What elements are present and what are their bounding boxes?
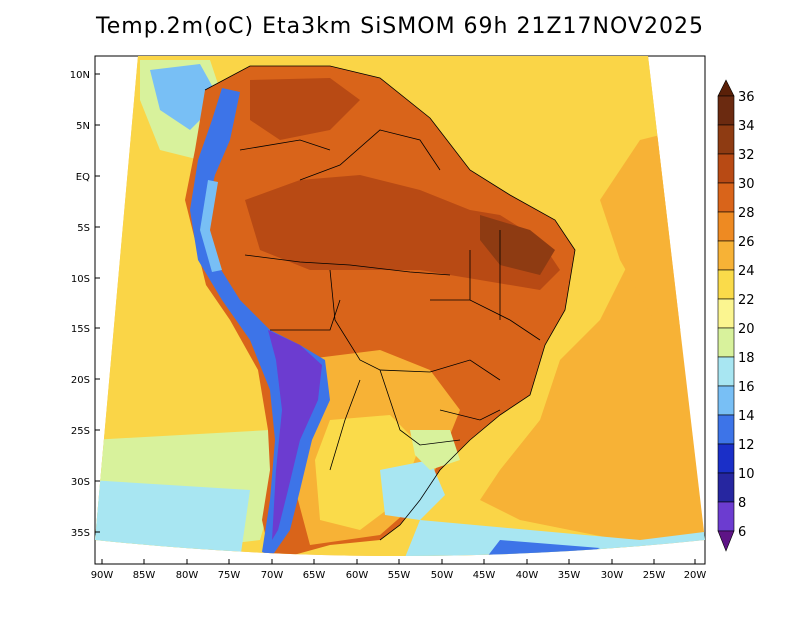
lon-tick-label: 45W xyxy=(473,570,496,581)
colorbar-swatch xyxy=(717,385,735,416)
colorbar-label: 6 xyxy=(738,525,746,540)
lat-tick-label: 30S xyxy=(71,477,90,488)
southern-highlands-cool-region xyxy=(410,430,460,470)
lat-tick-label: 5N xyxy=(76,121,90,132)
lat-tick-label: 35S xyxy=(71,528,90,539)
lat-tick-label: 25S xyxy=(71,426,90,437)
colorbar-swatch xyxy=(717,356,735,387)
lat-tick-label: 5S xyxy=(77,223,90,234)
colorbar-swatch xyxy=(717,95,735,126)
colorbar-swatch xyxy=(717,124,735,155)
colorbar-label: 30 xyxy=(738,177,755,192)
colorbar-min-arrow xyxy=(717,530,735,552)
lon-tick-label: 55W xyxy=(388,570,411,581)
rio-grande-cool-region xyxy=(380,460,445,520)
colorbar-label: 18 xyxy=(738,351,755,366)
colorbar-label: 32 xyxy=(738,148,755,163)
lon-tick-label: 85W xyxy=(133,570,156,581)
colorbar-swatch xyxy=(717,414,735,445)
colorbar-swatch xyxy=(717,472,735,503)
lon-tick-label: 35W xyxy=(558,570,581,581)
colorbar-swatch xyxy=(717,211,735,242)
amazon-hot-region xyxy=(245,175,560,290)
longitude-axis: 90W 85W 80W 75W 70W 65W 60W 55W 50W 45W … xyxy=(91,559,707,581)
colorbar-label: 26 xyxy=(738,235,755,250)
lon-tick-label: 75W xyxy=(218,570,241,581)
lon-tick-label: 50W xyxy=(431,570,454,581)
lat-tick-label: 15S xyxy=(71,324,90,335)
venezuela-hot-region xyxy=(250,78,360,140)
colorbar-label: 10 xyxy=(738,467,755,482)
map-domain xyxy=(95,56,705,556)
lon-tick-label: 60W xyxy=(346,570,369,581)
colorbar-label: 36 xyxy=(738,90,755,105)
lon-tick-label: 65W xyxy=(303,570,326,581)
andes-north-slope xyxy=(200,180,222,272)
lon-tick-label: 90W xyxy=(91,570,114,581)
lat-tick-label: 10S xyxy=(71,274,90,285)
colorbar-swatch xyxy=(717,443,735,474)
colorbar-label: 24 xyxy=(738,264,755,279)
colorbar-label: 8 xyxy=(738,496,746,511)
lon-tick-label: 40W xyxy=(516,570,539,581)
colorbar-swatch xyxy=(717,182,735,213)
colorbar-max-arrow xyxy=(717,79,735,97)
colorbar-label: 34 xyxy=(738,119,755,134)
lon-tick-label: 70W xyxy=(261,570,284,581)
map-title: Temp.2m(oC) Eta3km SiSMOM 69h 21Z17NOV20… xyxy=(96,14,704,39)
colorbar-swatch xyxy=(717,501,735,532)
colorbar-swatch xyxy=(717,327,735,358)
colorbar-label: 28 xyxy=(738,206,755,221)
colorbar-label: 16 xyxy=(738,380,755,395)
colorbar-swatch xyxy=(717,298,735,329)
lon-tick-label: 80W xyxy=(176,570,199,581)
colorbar-swatch xyxy=(717,240,735,271)
northeast-very-hot-region xyxy=(480,215,555,275)
lat-tick-label: 10N xyxy=(70,70,90,81)
lon-tick-label: 30W xyxy=(601,570,624,581)
andes-high-peaks xyxy=(268,330,322,540)
colorbar-swatch xyxy=(717,153,735,184)
colorbar-label: 14 xyxy=(738,409,755,424)
lat-tick-label: 20S xyxy=(71,375,90,386)
colorbar: 36 34 32 30 28 26 24 22 20 18 16 14 12 10 8 6 xyxy=(717,79,755,552)
pacific-colder-area xyxy=(95,480,250,556)
colorbar-label: 20 xyxy=(738,322,755,337)
political-boundaries xyxy=(204,65,576,541)
latitude-axis: 10N 5N EQ 5S 10S 15S 20S 25S 30S 35S xyxy=(70,70,100,539)
lon-tick-label: 25W xyxy=(643,570,666,581)
colorbar-label: 12 xyxy=(738,438,755,453)
lon-tick-label: 20W xyxy=(684,570,707,581)
colorbar-label: 22 xyxy=(738,293,755,308)
colorbar-swatch xyxy=(717,269,735,300)
lat-tick-label: EQ xyxy=(76,172,90,183)
